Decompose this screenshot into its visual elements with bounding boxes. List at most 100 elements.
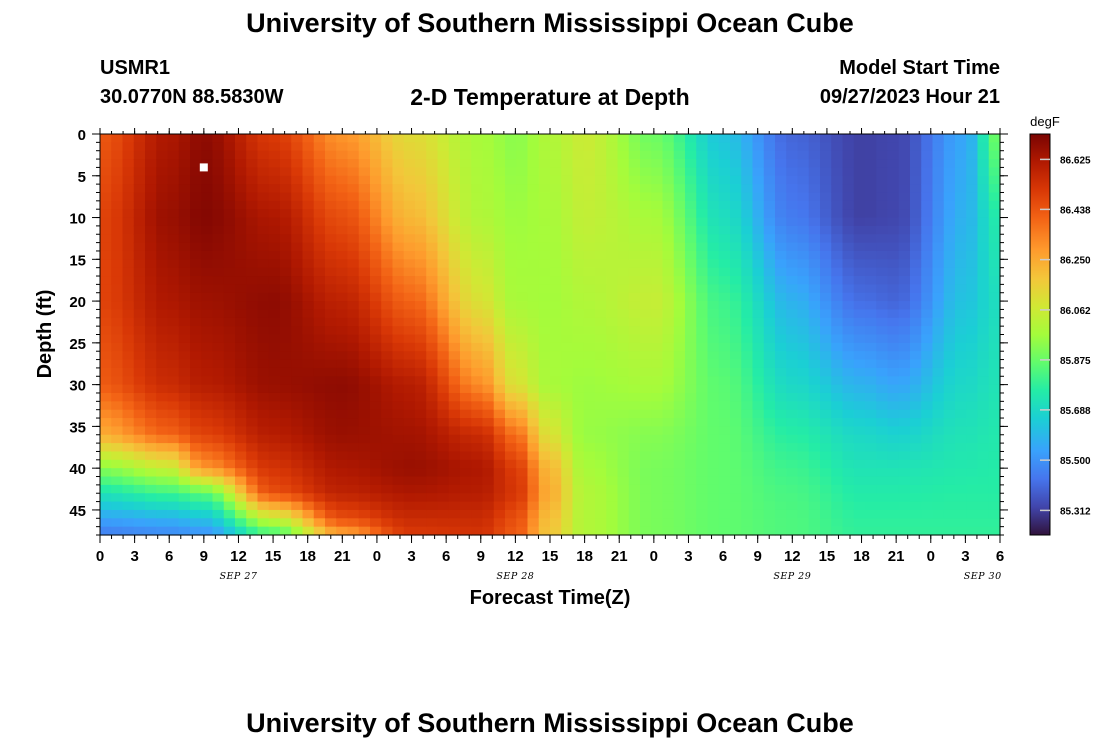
heatmap-cell — [786, 401, 799, 411]
heatmap-cell — [797, 342, 810, 352]
heatmap-cell — [932, 392, 945, 402]
heatmap-cell — [763, 409, 776, 419]
heatmap-cell — [257, 376, 270, 386]
heatmap-cell — [505, 518, 517, 528]
heatmap-cell — [898, 250, 911, 260]
heatmap-cell — [133, 376, 146, 386]
heatmap-cell — [572, 159, 585, 169]
heatmap-cell — [167, 150, 180, 160]
heatmap-cell — [595, 301, 607, 311]
heatmap-cell — [651, 518, 664, 528]
heatmap-cell — [865, 159, 877, 169]
heatmap-cell — [145, 501, 157, 511]
heatmap-cell — [403, 192, 416, 202]
heatmap-cell — [415, 326, 427, 336]
heatmap-cell — [392, 184, 405, 194]
heatmap-cell — [797, 234, 810, 244]
heatmap-cell — [617, 250, 630, 260]
date-label: SEP 28 — [496, 571, 534, 582]
heatmap-cell — [628, 159, 641, 169]
heatmap-cell — [381, 359, 394, 369]
heatmap-cell — [257, 426, 270, 436]
heatmap-cell — [516, 326, 529, 336]
heatmap-cell — [865, 443, 877, 453]
heatmap-cell — [235, 134, 247, 143]
heatmap-cell — [955, 401, 967, 411]
heatmap-cell — [347, 351, 360, 361]
heatmap-cell — [763, 217, 776, 227]
heatmap-cell — [707, 334, 720, 344]
heatmap-cell — [403, 476, 416, 486]
heatmap-cell — [943, 292, 956, 302]
heatmap-cell — [178, 459, 191, 469]
heatmap-cell — [381, 443, 394, 453]
heatmap-cell — [460, 134, 472, 143]
heatmap-cell — [516, 367, 529, 377]
heatmap-cell — [966, 175, 979, 185]
heatmap-cell — [538, 401, 551, 411]
heatmap-cell — [887, 134, 900, 143]
heatmap-cell — [471, 192, 484, 202]
heatmap-cell — [190, 301, 202, 311]
heatmap-cell — [313, 217, 326, 227]
heatmap-cell — [572, 434, 585, 444]
heatmap-cell — [696, 175, 709, 185]
heatmap-cell — [662, 150, 675, 160]
heatmap-cell — [482, 225, 495, 235]
heatmap-cell — [302, 142, 315, 152]
heatmap-cell — [887, 342, 900, 352]
heatmap-cell — [280, 392, 292, 402]
heatmap-cell — [763, 459, 776, 469]
heatmap-cell — [988, 501, 1001, 511]
heatmap-cell — [887, 409, 900, 419]
heatmap-cell — [775, 175, 787, 185]
heatmap-cell — [280, 518, 292, 528]
heatmap-cell — [482, 326, 495, 336]
heatmap-cell — [910, 200, 922, 210]
heatmap-cell — [550, 159, 562, 169]
heatmap-cell — [662, 493, 675, 503]
heatmap-cell — [437, 134, 450, 143]
heatmap-cell — [943, 142, 956, 152]
heatmap-cell — [640, 184, 652, 194]
heatmap-cell — [617, 526, 630, 536]
heatmap-cell — [831, 259, 844, 269]
heatmap-cell — [910, 418, 922, 427]
heatmap-cell — [752, 326, 765, 336]
heatmap-cell — [572, 342, 585, 352]
heatmap-cell — [471, 409, 484, 419]
heatmap-cell — [302, 526, 315, 536]
heatmap-cell — [977, 142, 990, 152]
heatmap-cell — [898, 367, 911, 377]
heatmap-cell — [966, 451, 979, 461]
heatmap-cell — [122, 276, 135, 285]
heatmap-cell — [178, 518, 191, 528]
heatmap-cell — [448, 509, 461, 519]
heatmap-cell — [212, 367, 225, 377]
heatmap-cell — [808, 384, 821, 394]
heatmap-cell — [516, 284, 529, 294]
heatmap-cell — [865, 351, 877, 361]
heatmap-cell — [257, 134, 270, 143]
heatmap-cell — [336, 301, 349, 311]
heatmap-cell — [921, 392, 934, 402]
heatmap-cell — [696, 142, 709, 152]
heatmap-cell — [381, 317, 394, 327]
heatmap-cell — [122, 334, 135, 344]
heatmap-cell — [583, 301, 596, 311]
heatmap-cell — [606, 326, 619, 336]
heatmap-cell — [932, 267, 945, 277]
heatmap-cell — [493, 493, 506, 503]
heatmap-cell — [741, 192, 754, 202]
heatmap-cell — [538, 317, 551, 327]
heatmap-cell — [842, 309, 855, 319]
heatmap-cell — [167, 459, 180, 469]
heatmap-cell — [932, 376, 945, 386]
heatmap-cell — [538, 150, 551, 160]
heatmap-cell — [752, 259, 765, 269]
heatmap-cell — [831, 376, 844, 386]
heatmap-cell — [471, 392, 484, 402]
heatmap-cell — [572, 443, 585, 453]
heatmap-cell — [651, 159, 664, 169]
heatmap-cell — [718, 443, 731, 453]
